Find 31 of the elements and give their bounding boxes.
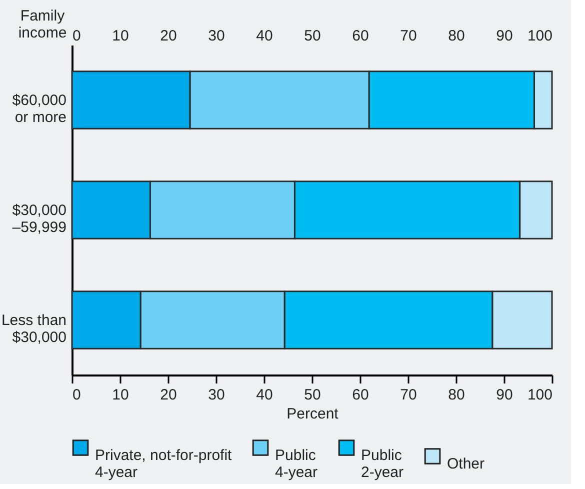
x-tick-label: 10 — [112, 386, 129, 404]
legend-label: Public 2-year — [361, 446, 404, 481]
x2-tick-label: 30 — [208, 28, 225, 44]
legend-label: Public 4-year — [275, 446, 318, 481]
x-tick-label: 40 — [256, 386, 273, 404]
x2-tick-label: 20 — [160, 28, 177, 44]
y-tick-label: $30,000 –59,999 — [12, 202, 66, 236]
x2-tick-label: 50 — [304, 28, 321, 44]
x2-tick-label: 0 — [72, 28, 81, 44]
x-tick-label: 90 — [496, 386, 513, 404]
x-axis-title: Percent — [286, 406, 340, 422]
x-tick-label: 60 — [352, 386, 369, 404]
x2-tick-label: 70 — [400, 28, 417, 44]
x2-tick-label: 10 — [112, 28, 129, 44]
y-tick-label: Less than $30,000 — [1, 312, 66, 346]
x2-tick-label: 100 — [527, 28, 552, 44]
x2-tick-label: 60 — [352, 28, 369, 44]
x-tick-label: 20 — [160, 386, 177, 404]
x2-tick-label: 90 — [496, 28, 513, 44]
legend-label: Private, not-for-profit 4-year — [95, 446, 233, 481]
legend-label: Other — [447, 455, 485, 472]
x-tick-label: 50 — [304, 386, 321, 404]
y-tick-label: $60,000 or more — [12, 92, 66, 126]
x-tick-label: 0 — [72, 386, 81, 404]
x-tick-label: 30 — [208, 386, 225, 404]
x-tick-label: 80 — [448, 386, 465, 404]
x2-tick-label: 80 — [448, 28, 465, 44]
y-axis-title: Family income — [18, 8, 67, 42]
x2-tick-label: 40 — [256, 28, 273, 44]
x-tick-label: 70 — [400, 386, 417, 404]
x-tick-label: 100 — [527, 386, 552, 404]
